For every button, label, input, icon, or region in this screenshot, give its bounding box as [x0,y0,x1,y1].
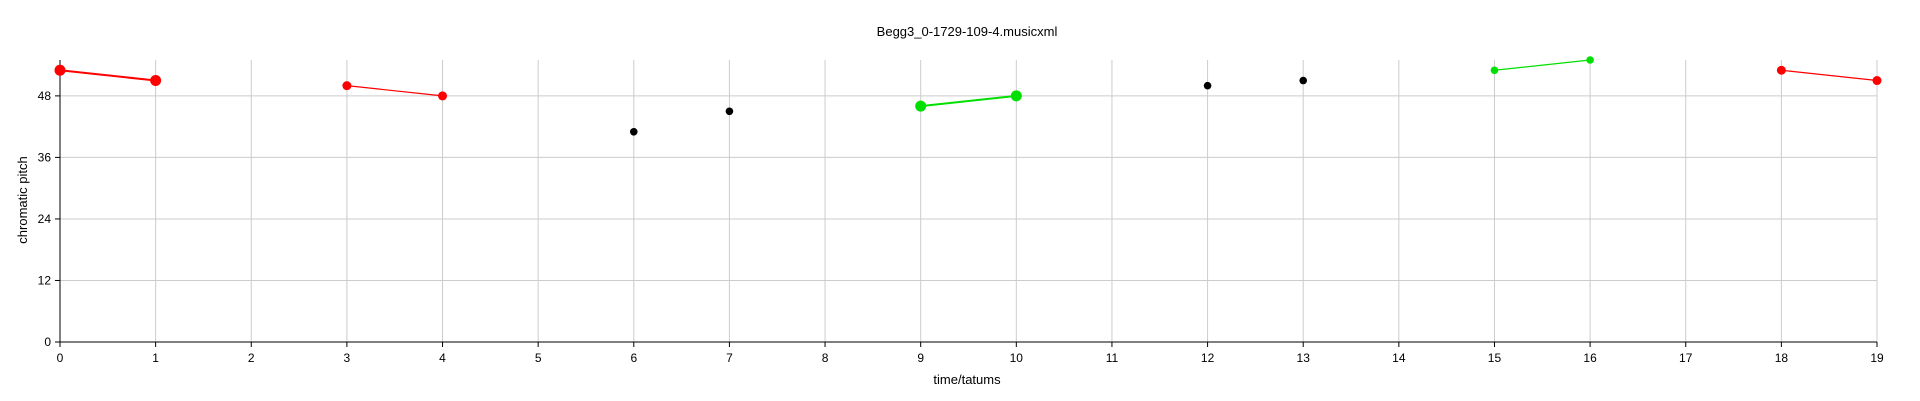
x-tick-label: 4 [439,351,446,365]
data-series [54,56,1882,136]
x-tick-label: 1 [152,351,159,365]
green-note-point [915,100,927,112]
red-note-point [1872,76,1882,86]
x-tick-label: 2 [248,351,255,365]
black-note-point [1299,76,1308,85]
x-tick-label: 12 [1201,351,1215,365]
x-tick-label: 0 [57,351,64,365]
x-tick-label: 15 [1488,351,1502,365]
x-tick-label: 5 [535,351,542,365]
y-tick-label: 0 [44,335,51,349]
x-tick-label: 18 [1775,351,1789,365]
green-segment-line [920,94,1017,108]
red-note-point [342,81,352,91]
green-note-point [1010,90,1022,102]
red-segment-line [59,69,156,82]
x-tick-label: 16 [1583,351,1597,365]
x-tick-label: 3 [344,351,351,365]
x-tick-label: 19 [1870,351,1884,365]
green-note-point [1490,66,1499,75]
y-tick-label: 48 [38,89,52,103]
y-tick-label: 12 [38,273,52,287]
x-tick-label: 14 [1392,351,1406,365]
green-segment-line [1494,59,1591,71]
green-note-point [1586,56,1594,64]
y-tick-label: 24 [38,212,52,226]
black-note-point [629,127,638,136]
x-tick-label: 17 [1679,351,1693,365]
x-tick-label: 7 [726,351,733,365]
x-tick-label: 8 [822,351,829,365]
chart-title: Begg3_0-1729-109-4.musicxml [877,24,1058,39]
x-tick-label: 9 [917,351,924,365]
x-tick-label: 13 [1297,351,1311,365]
grid-lines [60,60,1878,342]
black-note-point [725,107,734,116]
y-axis-label: chromatic pitch [15,156,30,243]
axes [59,60,1877,343]
black-note-point [1203,81,1212,90]
x-tick-label: 6 [630,351,637,365]
red-note-point [1776,65,1786,75]
red-note-point [438,91,448,101]
y-tick-label: 36 [38,150,52,164]
red-segment-line [1781,69,1878,82]
x-tick-label: 10 [1010,351,1024,365]
red-note-point [54,64,66,76]
red-segment-line [346,85,443,97]
red-note-point [150,75,162,87]
x-axis-label: time/tatums [933,372,1001,387]
x-tick-label: 11 [1106,351,1119,365]
